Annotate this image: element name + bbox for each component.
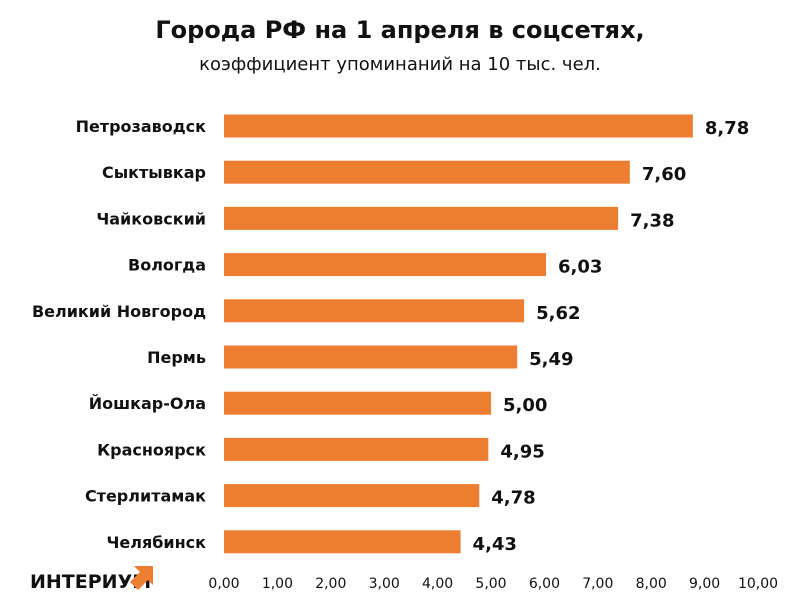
bar	[224, 160, 630, 184]
x-tick-label: 9,00	[689, 576, 720, 592]
x-tick-label: 0,00	[208, 576, 239, 592]
x-tick-label: 8,00	[636, 576, 667, 592]
category-label: Стерлитамак	[85, 487, 206, 506]
value-label: 5,49	[529, 349, 573, 370]
category-label: Петрозаводск	[76, 117, 207, 136]
value-label: 4,95	[500, 441, 544, 462]
chart-subtitle: коэффициент упоминаний на 10 тыс. чел.	[199, 54, 601, 75]
category-label: Сыктывкар	[102, 163, 206, 182]
value-label: 4,78	[491, 488, 535, 509]
bar	[224, 114, 693, 138]
value-label: 6,03	[558, 257, 602, 278]
category-label: Чайковский	[96, 209, 206, 228]
bar	[224, 253, 547, 277]
x-tick-label: 2,00	[315, 576, 346, 592]
x-tick-label: 1,00	[262, 576, 293, 592]
value-label: 7,38	[630, 210, 674, 231]
bar	[224, 345, 518, 369]
value-label: 7,60	[642, 164, 686, 185]
bar	[224, 530, 461, 554]
chart-title: Города РФ на 1 апреля в соцсетях,	[155, 16, 645, 44]
bar	[224, 206, 619, 230]
category-label: Челябинск	[106, 533, 206, 552]
x-tick-label: 4,00	[422, 576, 453, 592]
x-tick-label: 5,00	[475, 576, 506, 592]
bar	[224, 437, 489, 461]
value-label: 5,00	[503, 395, 547, 416]
value-label: 4,43	[473, 534, 517, 555]
category-label: Вологда	[128, 256, 206, 275]
category-label: Йошкар-Ола	[89, 394, 206, 413]
x-tick-label: 3,00	[369, 576, 400, 592]
bar	[224, 391, 491, 415]
value-label: 8,78	[705, 118, 749, 139]
category-label: Пермь	[147, 348, 206, 367]
category-label: Великий Новгород	[32, 302, 206, 321]
bar	[224, 484, 480, 508]
interium-logo: ИНТЕРИУМ	[30, 566, 153, 593]
x-tick-label: 10,00	[738, 576, 778, 592]
logo-arrow-icon	[130, 566, 153, 590]
bar	[224, 299, 525, 323]
category-label: Красноярск	[97, 440, 206, 459]
value-label: 5,62	[536, 303, 580, 324]
x-tick-label: 6,00	[529, 576, 560, 592]
logo-text: ИНТЕРИУМ	[30, 571, 151, 593]
x-tick-label: 7,00	[582, 576, 613, 592]
